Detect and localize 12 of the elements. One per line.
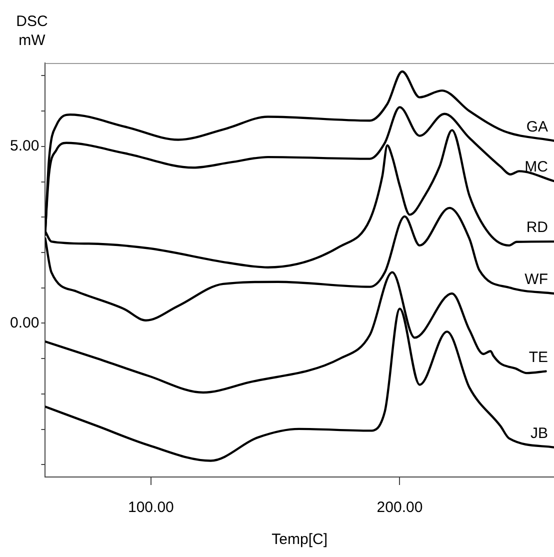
x-tick-label: 200.00 bbox=[376, 499, 423, 516]
series-label: TE bbox=[528, 348, 548, 366]
y-tick-label: 0.00 bbox=[10, 314, 40, 332]
series-label: GA bbox=[526, 118, 548, 136]
y-axis-title: DSC mW bbox=[15, 12, 49, 50]
series-label: JB bbox=[530, 424, 548, 442]
x-tick-label: 100.00 bbox=[128, 499, 174, 516]
series-label: RD bbox=[526, 219, 548, 236]
series-label: MC bbox=[524, 158, 548, 176]
series-label: WF bbox=[524, 271, 548, 288]
x-axis-title: Temp[C] bbox=[272, 531, 328, 548]
y-tick-label: 5.00 bbox=[10, 138, 40, 155]
